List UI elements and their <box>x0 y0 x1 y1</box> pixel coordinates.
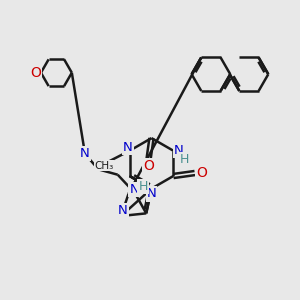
Text: N: N <box>147 188 156 200</box>
Text: O: O <box>30 66 41 80</box>
Text: N: N <box>80 147 90 161</box>
Text: N: N <box>174 144 184 157</box>
Text: H: H <box>138 180 148 193</box>
Text: CH₃: CH₃ <box>94 160 114 171</box>
Text: O: O <box>143 159 154 173</box>
Text: H: H <box>180 153 189 166</box>
Text: O: O <box>196 166 207 180</box>
Text: N: N <box>118 204 128 217</box>
Text: N: N <box>130 183 139 196</box>
Text: N: N <box>123 141 133 154</box>
